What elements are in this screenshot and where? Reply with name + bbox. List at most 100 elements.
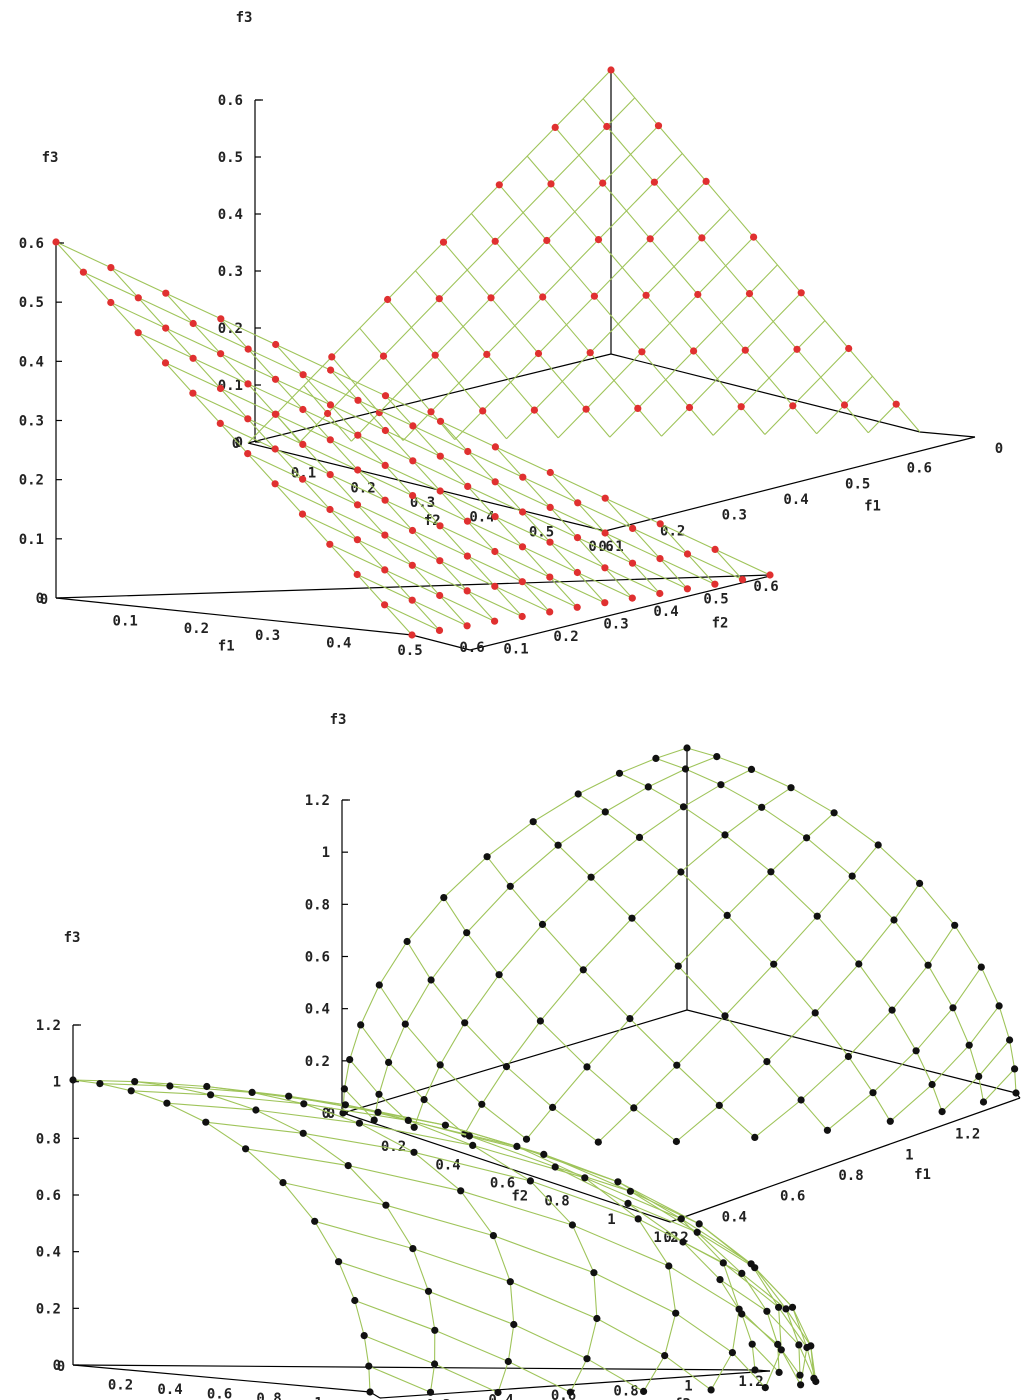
pareto-point [775,1303,783,1311]
f3-origin-label: 0 [57,1359,65,1375]
pareto-point [244,415,252,423]
pareto-point [737,403,745,411]
mesh-line [655,757,985,1103]
pareto-point [131,1078,139,1086]
pareto-point [721,831,729,839]
pareto-point [463,517,472,525]
pareto-point [340,1085,348,1093]
pareto-point [677,868,685,876]
pareto-point [601,564,609,572]
pareto-point [634,404,642,412]
f3-axis-title: f3 [236,10,253,26]
pareto-point [683,585,692,593]
f2-tick-label: 0.8 [544,1194,569,1210]
pareto-point [890,916,898,924]
pareto-point [587,873,595,881]
pareto-point [719,1259,727,1267]
axes-box [341,748,1021,1223]
pareto-point [928,1080,936,1089]
pareto-point [601,494,609,502]
pareto-point [590,292,599,300]
f1-tick-label: 1 [314,1396,322,1400]
f1-tick-label: 0.2 [660,523,685,539]
mesh-line [360,1024,466,1135]
mesh-line [166,1102,815,1379]
pareto-point [504,1357,512,1366]
pareto-point [375,981,383,989]
pareto-point [924,961,932,969]
mesh-line [443,241,611,438]
pareto-point [728,1349,737,1357]
pareto-point [510,1320,518,1329]
pareto-point [723,911,731,920]
pareto-point [782,1305,790,1313]
mesh-line [712,320,826,436]
pareto-point [300,1100,308,1108]
pareto-point [840,401,849,409]
mesh-line [385,395,578,608]
pareto-point [242,1145,250,1153]
mesh-line [344,1088,375,1121]
f3-tick-label: 0.4 [19,354,44,370]
f2-tick-label: 0.6 [490,1176,515,1192]
f2-tick-label: 0.4 [653,604,678,620]
mesh-line [827,966,982,1131]
pareto-point [607,66,615,74]
mesh-line [220,422,606,604]
f2-tick-label: 0.3 [603,617,628,633]
pareto-point [640,1387,648,1395]
f3-tick-label: 0.4 [36,1245,61,1261]
f1-axis-edge [604,436,976,532]
pareto-point [375,1090,383,1098]
axes-box [55,242,771,651]
pareto-point [202,1118,210,1126]
pareto-point [601,808,609,816]
pareto-point [134,329,142,337]
pareto-point [162,289,170,297]
pareto-point [491,443,499,451]
pareto-point [328,353,336,361]
pareto-points [272,66,900,418]
pareto-point [766,571,774,579]
mesh-line [498,184,714,436]
pareto-point [299,475,307,483]
pareto-point [551,1163,559,1171]
f2-tick-label: 1 [684,1379,692,1395]
pareto-point [285,1092,293,1100]
pareto-point [463,929,471,937]
pareto-point [614,1178,622,1186]
pareto-point [546,538,554,546]
pareto-point [79,268,87,276]
pareto-point [554,841,562,849]
f2-tick-label: 1.2 [738,1374,763,1390]
f3-axis-title: f3 [330,712,347,728]
pareto-point [795,1341,803,1349]
pareto-point [683,550,692,558]
f1-tick-label: 0.2 [108,1378,133,1394]
pareto-point [566,1388,575,1396]
pareto-point [574,499,582,507]
pareto-point [431,1360,439,1368]
pareto-point [436,557,444,565]
f2-tick-label: 0.8 [613,1383,638,1399]
pareto-point [698,234,706,242]
mesh-line [526,812,835,1140]
pareto-point [583,1355,591,1363]
pareto-point [244,450,252,458]
pareto-point [1012,1089,1020,1097]
pareto-point [491,617,499,625]
pareto-point [977,963,985,971]
mesh-line [331,356,404,441]
f2-tick-label: 0.6 [753,579,778,595]
pareto-point [463,587,471,595]
pareto-point [751,1366,759,1374]
pareto-points [52,238,774,639]
mesh-line [506,208,731,440]
f2-tick-label: 0.1 [503,642,528,658]
pareto-point [518,578,526,586]
f2-tick-label: 1 [607,1212,615,1228]
pareto-point [568,1221,577,1229]
mesh-line [274,483,550,613]
f3-tick-label: 0.2 [19,473,44,489]
pareto-point [436,591,444,600]
